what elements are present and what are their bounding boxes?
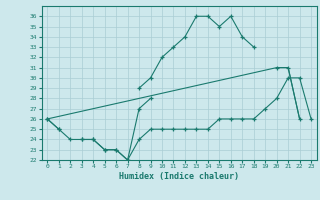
- X-axis label: Humidex (Indice chaleur): Humidex (Indice chaleur): [119, 172, 239, 181]
